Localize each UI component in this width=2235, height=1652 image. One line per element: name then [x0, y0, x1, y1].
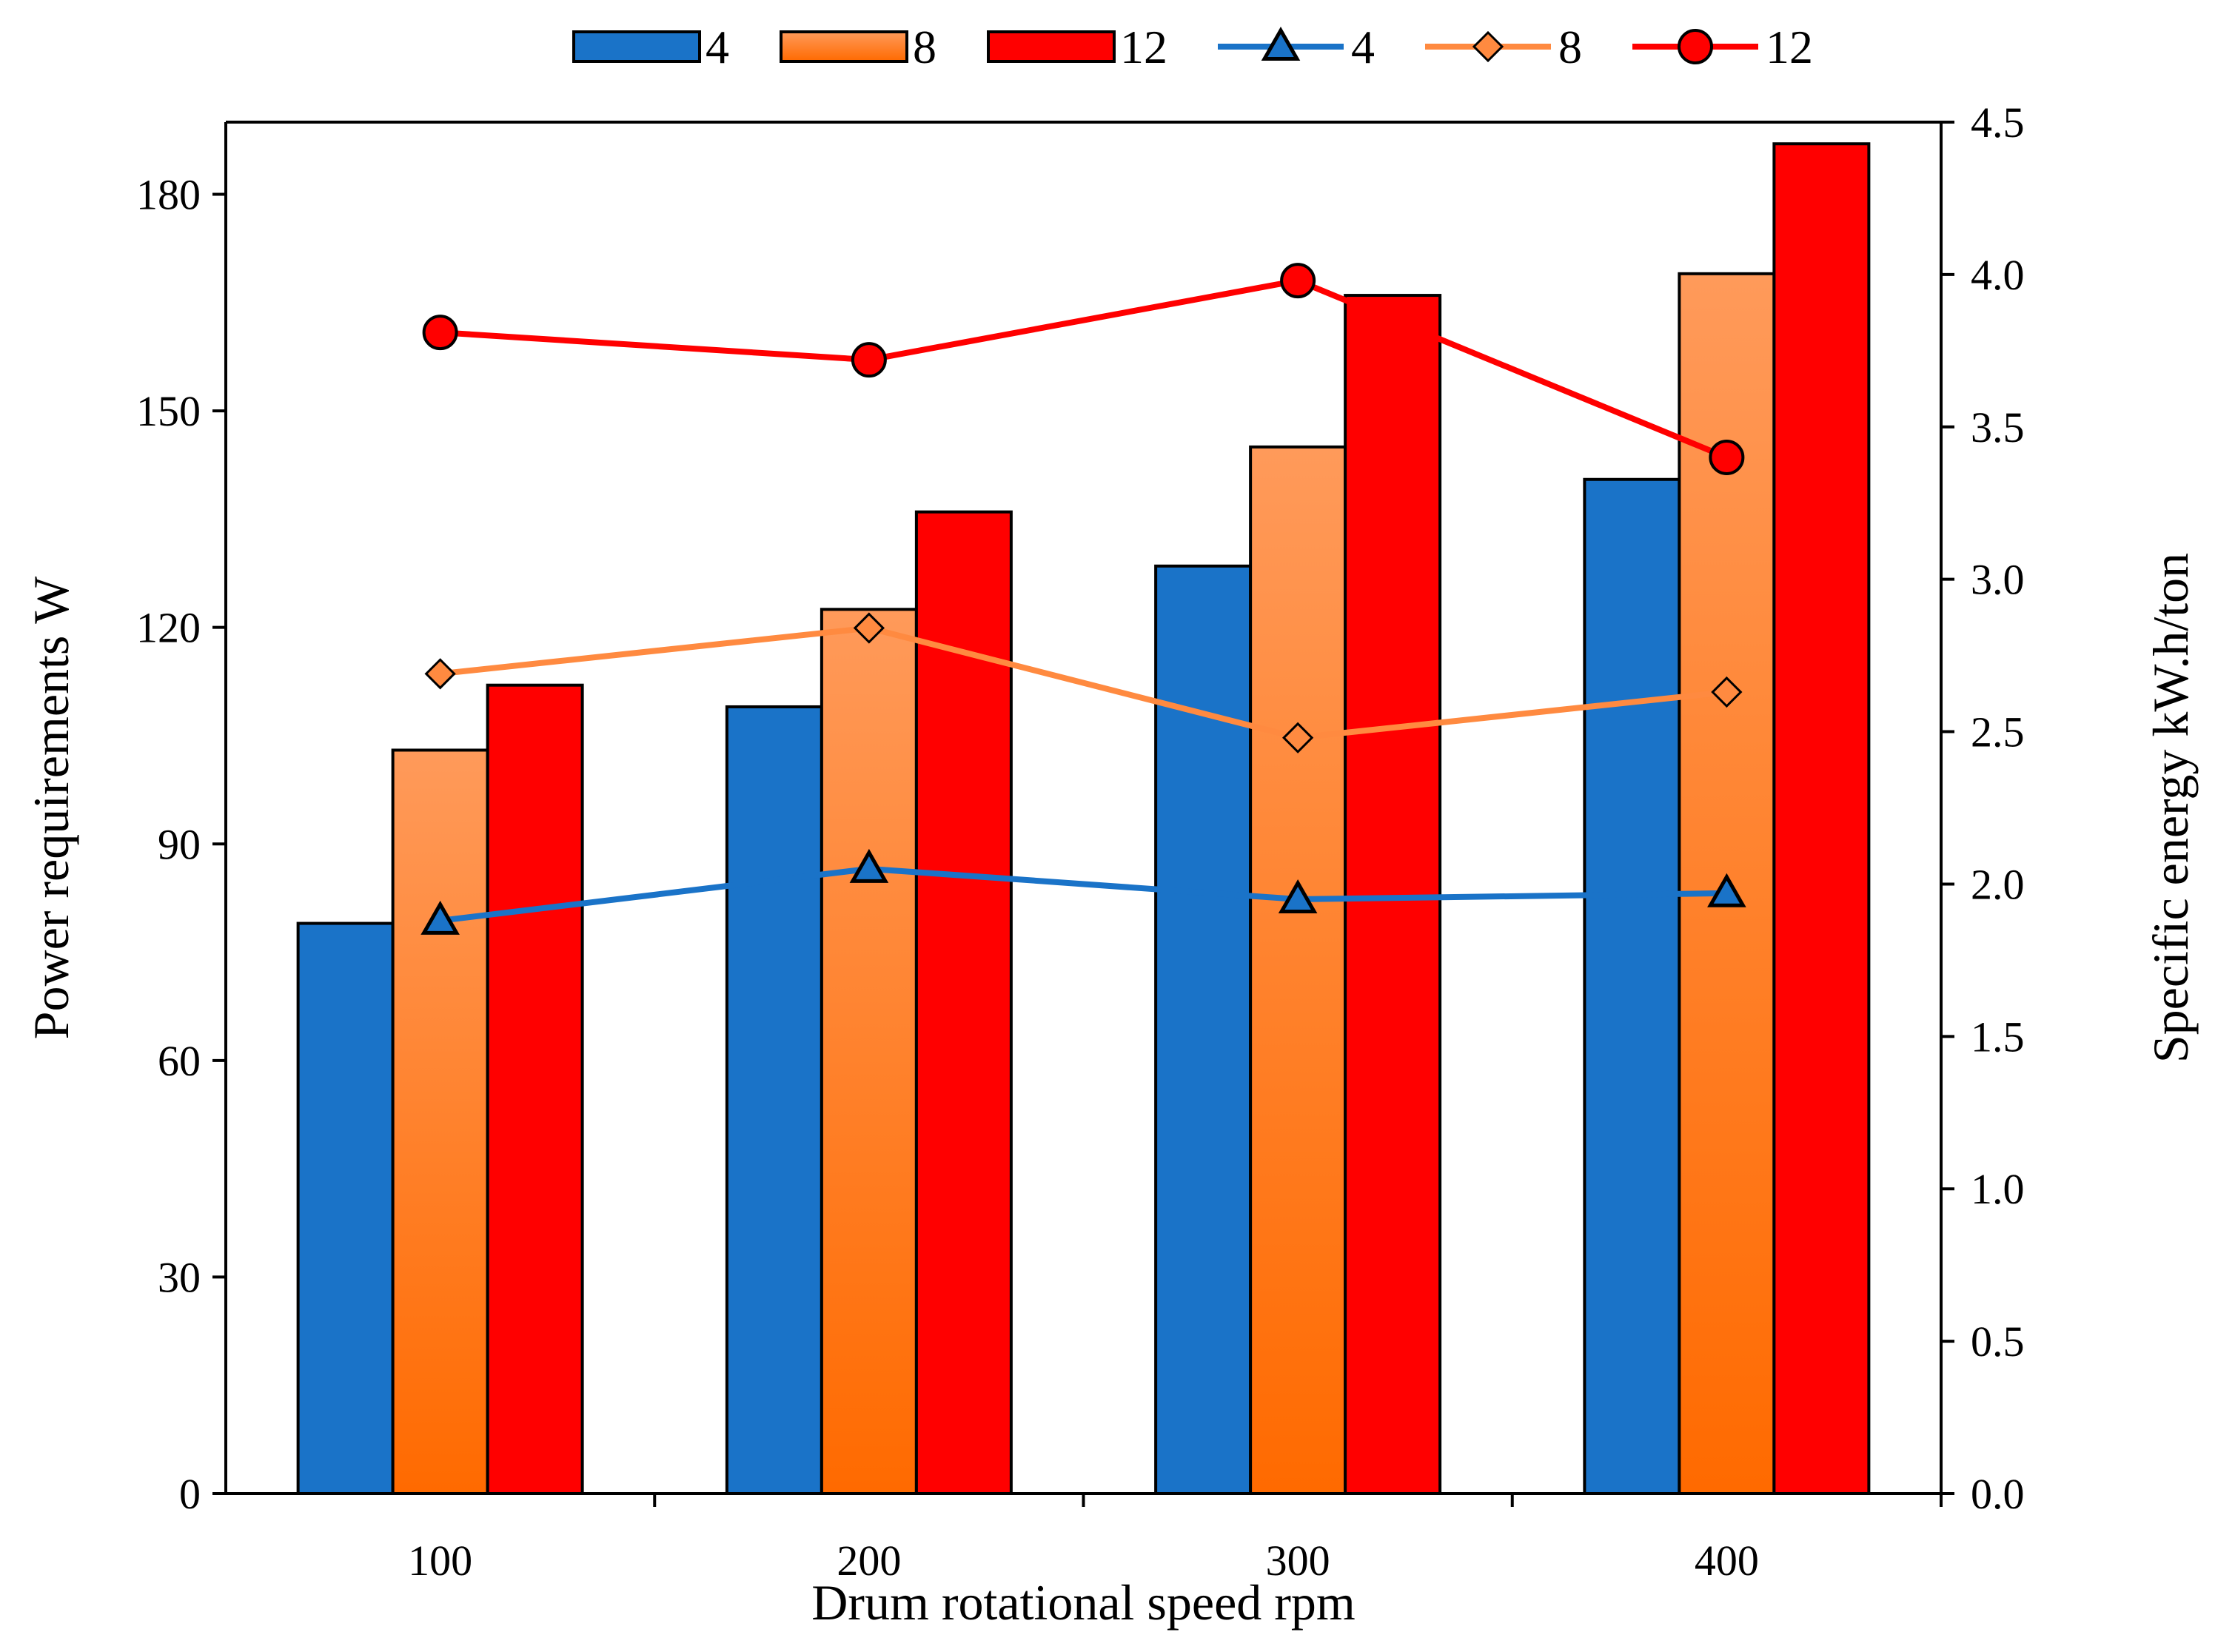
y2-tick-label: 0.0	[1971, 1470, 2025, 1518]
legend-bar-label-0: 4	[706, 21, 729, 73]
legend-line-label-1: 8	[1558, 21, 1582, 73]
bar-s0-c0	[296, 921, 395, 1495]
bar-s2-c3	[1772, 142, 1871, 1495]
y2-tick-label: 2.5	[1971, 708, 2025, 756]
line-series-1	[440, 625, 1727, 741]
legend-marker-1	[1472, 30, 1504, 63]
y2-tick-label: 4.0	[1971, 251, 2025, 299]
y-axis-title: Power requirements W	[23, 576, 79, 1039]
legend-bar-label-2: 12	[1120, 21, 1167, 73]
legend-bar-swatch-1	[780, 30, 908, 63]
y-tick-label: 30	[158, 1253, 201, 1301]
y-tick-label: 0	[179, 1470, 201, 1518]
plot-area: 0 30 60 90 120 150 180 0.0 0.5 1.0 1.5 2.0 2.5 3.0 3.5…	[23, 98, 2199, 1631]
point-s2-c0	[422, 315, 458, 351]
bar-s2-c2	[1344, 294, 1442, 1496]
y2-axis-title: Specific energy kW.h/ton	[2142, 553, 2199, 1063]
bar-s2-c1	[914, 510, 1013, 1495]
y-tick-label: 90	[158, 820, 201, 868]
y2-tick-label: 1.5	[1971, 1013, 2025, 1061]
y2-tick-label: 3.5	[1971, 403, 2025, 451]
point-s1-c2	[1282, 722, 1314, 753]
point-s0-c2	[1278, 879, 1318, 914]
bar-s0-c3	[1583, 477, 1681, 1495]
x-tick-label: 200	[837, 1537, 901, 1585]
x-axis-title: Drum rotational speed rpm	[811, 1574, 1356, 1631]
point-s1-c0	[424, 658, 456, 690]
line-series-0	[440, 865, 1727, 924]
y-tick-label: 60	[158, 1037, 201, 1085]
legend: 4 8 12 4 8 12	[572, 21, 1813, 73]
point-s1-c1	[853, 612, 885, 644]
point-s0-c3	[1707, 873, 1746, 907]
legend-bar-swatch-0	[572, 30, 701, 63]
bar-s2-c0	[486, 683, 584, 1495]
y-tick-label: 120	[136, 604, 201, 652]
legend-bar-swatch-2	[987, 30, 1116, 63]
point-s2-c2	[1280, 263, 1316, 299]
y2-tick-label: 3.0	[1971, 556, 2025, 604]
point-s2-c3	[1709, 439, 1745, 475]
y-tick-label: 150	[136, 387, 201, 435]
x-tick-label: 300	[1266, 1537, 1330, 1585]
legend-bar-label-1: 8	[913, 21, 936, 73]
line-series-2	[440, 278, 1728, 460]
point-s2-c1	[851, 342, 887, 378]
y2-tick-label: 2.0	[1971, 860, 2025, 908]
legend-marker-2	[1678, 29, 1713, 64]
legend-line-label-0: 4	[1351, 21, 1375, 73]
bar-s1-c2	[1249, 445, 1347, 1495]
bar-s0-c1	[725, 705, 823, 1495]
y2-tick-label: 0.5	[1971, 1317, 2025, 1366]
x-tick-label: 400	[1695, 1537, 1759, 1585]
legend-line-label-2: 12	[1766, 21, 1813, 73]
y-tick-label: 180	[136, 171, 201, 219]
y2-tick-label: 1.0	[1971, 1165, 2025, 1213]
y2-tick-label: 4.5	[1971, 98, 2025, 147]
x-tick-label: 100	[408, 1537, 472, 1585]
bar-s1-c0	[391, 748, 489, 1495]
legend-marker-0	[1261, 26, 1301, 61]
bar-s1-c1	[820, 608, 918, 1495]
point-s1-c3	[1711, 676, 1743, 708]
point-s0-c1	[849, 848, 889, 883]
point-s0-c0	[420, 900, 460, 935]
